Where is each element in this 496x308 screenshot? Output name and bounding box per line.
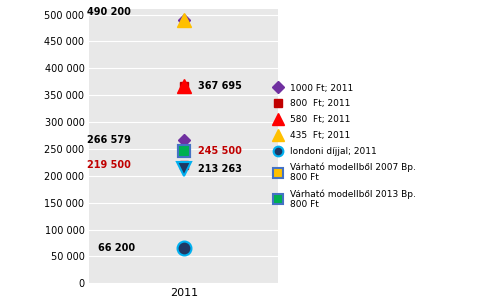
Text: 490 200: 490 200 bbox=[87, 6, 131, 17]
Text: 66 200: 66 200 bbox=[98, 243, 135, 253]
Text: 266 579: 266 579 bbox=[87, 135, 131, 145]
Legend: 1000 Ft; 2011, 800  Ft; 2011, 580  Ft; 2011, 435  Ft; 2011, londoni díjjal; 2011: 1000 Ft; 2011, 800 Ft; 2011, 580 Ft; 201… bbox=[268, 80, 419, 213]
Text: 245 500: 245 500 bbox=[197, 146, 242, 156]
Text: 213 263: 213 263 bbox=[197, 164, 242, 174]
Text: 219 500: 219 500 bbox=[87, 160, 131, 170]
Text: 367 695: 367 695 bbox=[197, 81, 242, 91]
